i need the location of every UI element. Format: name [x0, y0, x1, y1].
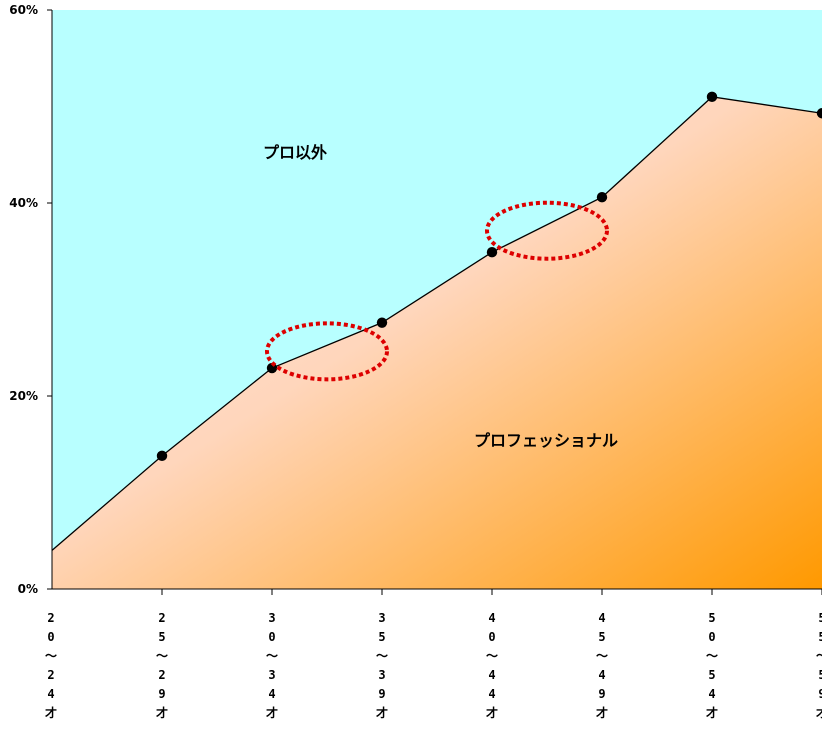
series-line — [51, 96, 822, 551]
x-tick-label: 55〜59才 — [816, 611, 822, 720]
x-tick-label: 2 0 〜 2 4 才 — [45, 611, 57, 720]
data-point-7 — [816, 108, 822, 119]
x-tick-label: 4 5 〜 4 9 才 — [596, 611, 608, 720]
area-label-other: プロ以外 — [263, 143, 327, 162]
x-tick-label: 5 0 〜 5 4 才 — [706, 611, 718, 720]
data-point-5 — [596, 192, 608, 203]
data-point-6 — [706, 91, 718, 103]
data-point-3 — [376, 317, 388, 328]
x-tick-label: 4 0 〜 4 4 才 — [486, 611, 498, 720]
highlight-circle-1 — [265, 321, 389, 382]
x-tick-label: 3 5 〜 3 9 才 — [376, 611, 388, 720]
y-tick-label: 0% — [18, 582, 38, 596]
x-tick-label: 3 0 〜 3 4 才 — [266, 611, 278, 720]
x-tick-label: 2 5 〜 2 9 才 — [156, 611, 168, 720]
y-tick-label: 40% — [9, 196, 38, 210]
data-point-1 — [156, 450, 168, 462]
y-tick-label: 20% — [9, 389, 38, 403]
data-point-4 — [486, 247, 498, 258]
area-professional — [52, 96, 822, 589]
y-tick-label: 60% — [9, 3, 38, 17]
area-label-professional: プロフェッショナル — [474, 431, 618, 450]
highlight-circle-2 — [485, 200, 609, 261]
